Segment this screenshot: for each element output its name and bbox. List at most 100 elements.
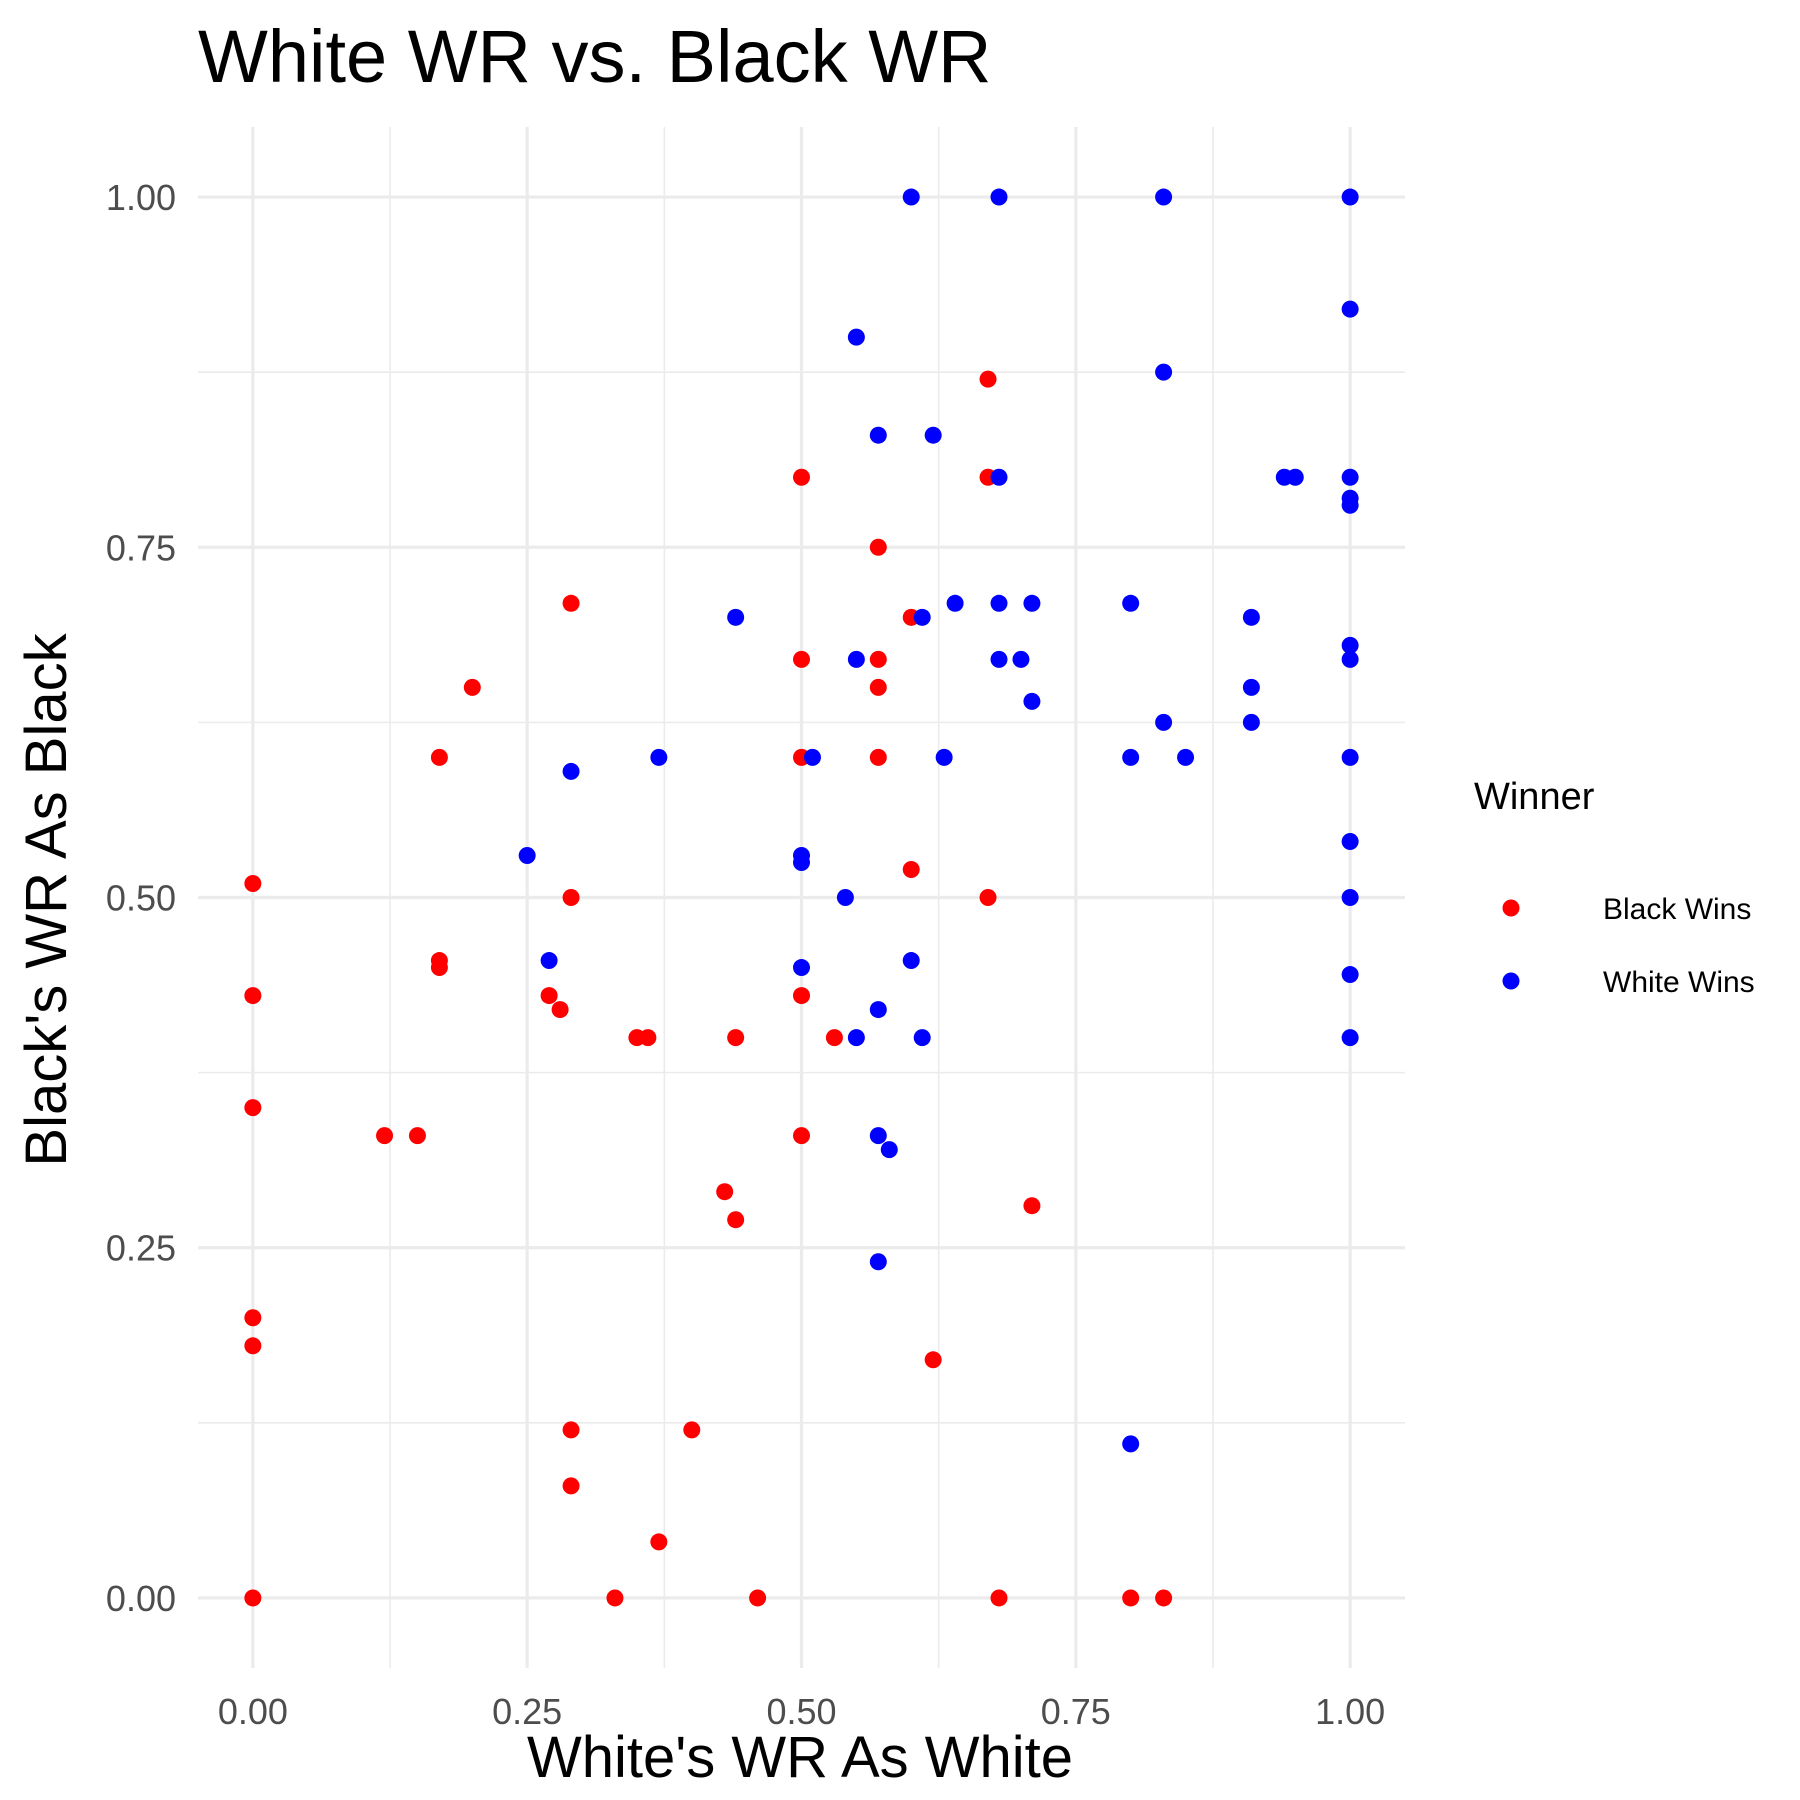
data-point-black-wins	[244, 1099, 262, 1117]
data-point-black-wins	[869, 650, 887, 668]
legend: Winner Black Wins White Wins	[1474, 776, 1755, 999]
data-point-black-wins	[990, 1589, 1008, 1607]
data-point-black-wins	[727, 1029, 745, 1047]
data-point-white-wins	[1341, 650, 1359, 668]
data-point-white-wins	[902, 188, 920, 206]
data-point-white-wins	[540, 952, 558, 970]
data-point-white-wins	[1341, 300, 1359, 318]
ticks-layer: 0.00 0.25 0.50 0.75 1.00 0.00 0.25 0.50 0.75 1.00	[106, 177, 1385, 1732]
data-point-white-wins	[1122, 748, 1140, 766]
data-point-white-wins	[1155, 363, 1173, 381]
data-point-black-wins	[793, 650, 810, 668]
points-layer	[244, 188, 1359, 1607]
data-point-black-wins	[749, 1589, 767, 1607]
data-point-white-wins	[1122, 594, 1140, 612]
x-tick-label: 0.00	[218, 1691, 288, 1732]
data-point-black-wins	[683, 1421, 701, 1439]
data-point-white-wins	[847, 328, 865, 346]
data-point-white-wins	[1341, 748, 1359, 766]
y-tick-label: 1.00	[106, 177, 176, 218]
data-point-white-wins	[913, 1029, 931, 1047]
data-point-white-wins	[1341, 889, 1359, 906]
y-tick-label: 0.25	[106, 1228, 176, 1269]
data-point-black-wins	[650, 1533, 668, 1551]
data-point-white-wins	[869, 1001, 887, 1019]
legend-key-black-wins	[1502, 899, 1520, 917]
data-point-black-wins	[902, 860, 920, 878]
data-point-black-wins	[408, 1127, 426, 1145]
data-point-white-wins	[946, 594, 964, 612]
data-point-white-wins	[1242, 608, 1260, 626]
data-point-black-wins	[639, 1029, 657, 1047]
data-point-white-wins	[793, 853, 810, 871]
y-tick-label: 0.75	[106, 527, 176, 568]
data-point-black-wins	[825, 1029, 843, 1047]
data-point-white-wins	[518, 846, 536, 864]
data-point-black-wins	[244, 987, 262, 1005]
data-point-white-wins	[1341, 188, 1359, 206]
legend-key-white-wins	[1502, 972, 1520, 990]
data-point-black-wins	[244, 1589, 262, 1607]
data-point-black-wins	[551, 1001, 569, 1019]
data-point-white-wins	[1155, 188, 1173, 206]
x-tick-label: 0.50	[766, 1691, 836, 1732]
data-point-white-wins	[869, 1127, 887, 1145]
data-point-black-wins	[793, 1127, 810, 1145]
data-point-black-wins	[727, 1211, 745, 1229]
data-point-white-wins	[880, 1141, 898, 1159]
data-point-white-wins	[1177, 748, 1195, 766]
data-point-white-wins	[913, 608, 931, 626]
data-point-black-wins	[430, 748, 448, 766]
data-point-white-wins	[990, 594, 1008, 612]
data-point-black-wins	[1155, 1589, 1173, 1607]
data-point-black-wins	[562, 594, 580, 612]
data-point-white-wins	[836, 889, 854, 906]
data-point-white-wins	[902, 952, 920, 970]
data-point-black-wins	[869, 678, 887, 696]
data-point-white-wins	[1023, 692, 1041, 710]
data-point-black-wins	[540, 987, 558, 1005]
data-point-white-wins	[1286, 468, 1304, 486]
data-point-black-wins	[562, 1477, 580, 1495]
chart-title: White WR vs. Black WR	[198, 15, 991, 98]
data-point-white-wins	[990, 468, 1008, 486]
data-point-white-wins	[727, 608, 745, 626]
data-point-white-wins	[562, 762, 580, 780]
data-point-black-wins	[869, 748, 887, 766]
data-point-white-wins	[1341, 496, 1359, 514]
data-point-black-wins	[463, 678, 481, 696]
data-point-black-wins	[244, 1309, 262, 1327]
series-black-wins	[244, 370, 1173, 1607]
data-point-white-wins	[847, 650, 865, 668]
data-point-white-wins	[650, 748, 668, 766]
data-point-black-wins	[924, 1351, 942, 1369]
data-point-white-wins	[1341, 468, 1359, 486]
data-point-white-wins	[869, 1253, 887, 1271]
data-point-black-wins	[716, 1183, 734, 1201]
data-point-black-wins	[430, 959, 448, 977]
data-point-black-wins	[979, 370, 997, 388]
data-point-white-wins	[1242, 713, 1260, 731]
data-point-black-wins	[793, 468, 810, 486]
data-point-white-wins	[793, 959, 810, 977]
data-point-white-wins	[1341, 636, 1359, 654]
data-point-white-wins	[924, 426, 942, 444]
y-tick-label: 0.00	[106, 1578, 176, 1619]
data-point-white-wins	[1012, 650, 1030, 668]
data-point-black-wins	[979, 889, 997, 906]
data-point-black-wins	[244, 1337, 262, 1355]
data-point-white-wins	[990, 650, 1008, 668]
x-tick-label: 0.75	[1041, 1691, 1111, 1732]
data-point-black-wins	[244, 874, 262, 892]
data-point-white-wins	[990, 188, 1008, 206]
data-point-white-wins	[847, 1029, 865, 1047]
data-point-black-wins	[869, 538, 887, 556]
legend-title: Winner	[1474, 776, 1595, 818]
grid-layer	[198, 127, 1405, 1668]
y-tick-label: 0.50	[106, 878, 176, 919]
y-axis-title: Black's WR As Black	[14, 632, 79, 1166]
data-point-white-wins	[1341, 966, 1359, 984]
data-point-black-wins	[606, 1589, 624, 1607]
